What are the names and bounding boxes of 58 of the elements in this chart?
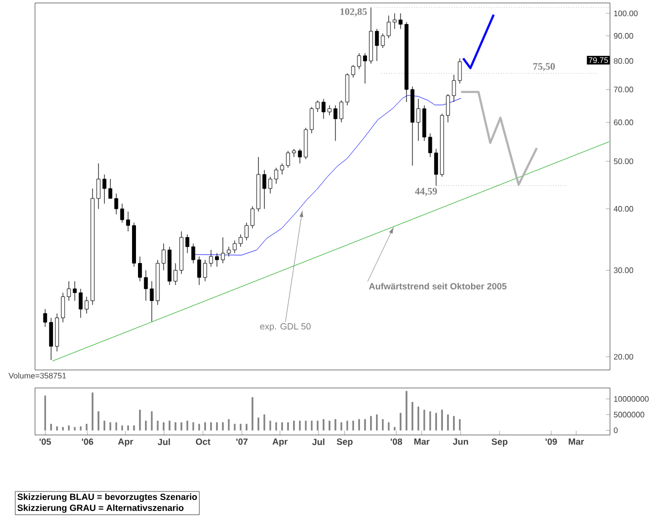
candlestick — [286, 150, 290, 168]
annotation: 44,59 — [415, 188, 437, 196]
candlestick — [250, 206, 254, 229]
candlestick — [244, 222, 248, 241]
x-tick-label: '05 — [40, 438, 51, 445]
candlestick — [292, 148, 296, 158]
candlestick — [144, 270, 148, 302]
candlestick — [374, 28, 379, 62]
candlestick — [446, 94, 450, 123]
candlestick — [238, 234, 243, 248]
candlestick — [316, 100, 320, 112]
candlestick — [298, 148, 302, 164]
annotation: 75,50 — [533, 63, 555, 72]
text: Skizzierung BLAU = bevorzugtes Szenario — [17, 493, 197, 502]
candlestick — [322, 98, 326, 120]
x-tick-label: '08 — [390, 438, 402, 445]
x-tick-label: Jun — [452, 438, 468, 445]
candlestick — [434, 148, 438, 186]
candlestick — [209, 250, 213, 268]
x-tick-label: Mar — [568, 438, 584, 445]
text: Skizzierung GRAU = Alternativszenario — [17, 504, 184, 513]
candlestick — [66, 280, 71, 302]
candlestick — [363, 52, 367, 84]
x-tick-label: Apr — [118, 438, 134, 447]
candlestick — [328, 105, 332, 116]
candlestick — [102, 174, 106, 204]
candlestick — [84, 296, 89, 314]
candlestick — [60, 292, 65, 323]
x-tick-label: '06 — [82, 438, 94, 445]
candlestick — [162, 243, 166, 271]
candlestick — [452, 74, 456, 102]
candlestick — [357, 52, 362, 70]
annotation: Aufwärtstrend seit Oktober 2005 — [369, 282, 507, 290]
candlestick — [138, 256, 142, 282]
candlestick — [392, 13, 397, 30]
candlestick — [215, 252, 219, 268]
x-tick-label: Oct — [196, 438, 210, 445]
candlestick — [458, 58, 462, 84]
annotation: 102,85 — [340, 8, 367, 16]
annotation: exp. GDL 50 — [260, 323, 311, 332]
x-tick-label: Sep — [492, 438, 508, 447]
x-tick-label: Apr — [272, 438, 288, 447]
candlestick — [398, 13, 403, 30]
x-tick-label: Mar — [414, 438, 430, 445]
x-tick-label: '09 — [546, 438, 557, 445]
x-tick-label: Sep — [336, 438, 353, 447]
candlestick — [280, 163, 284, 175]
candlestick — [96, 163, 100, 210]
line-series — [460, 90, 538, 186]
candlestick — [126, 211, 130, 232]
candlestick — [174, 262, 178, 286]
candlestick — [43, 308, 48, 328]
candlestick — [333, 105, 338, 142]
candlestick — [220, 237, 225, 264]
x-tick-label: Jul — [158, 438, 170, 446]
candlestick — [203, 260, 208, 282]
x-tick-label: '07 — [236, 438, 248, 445]
x-tick-label: Jul — [312, 438, 324, 446]
